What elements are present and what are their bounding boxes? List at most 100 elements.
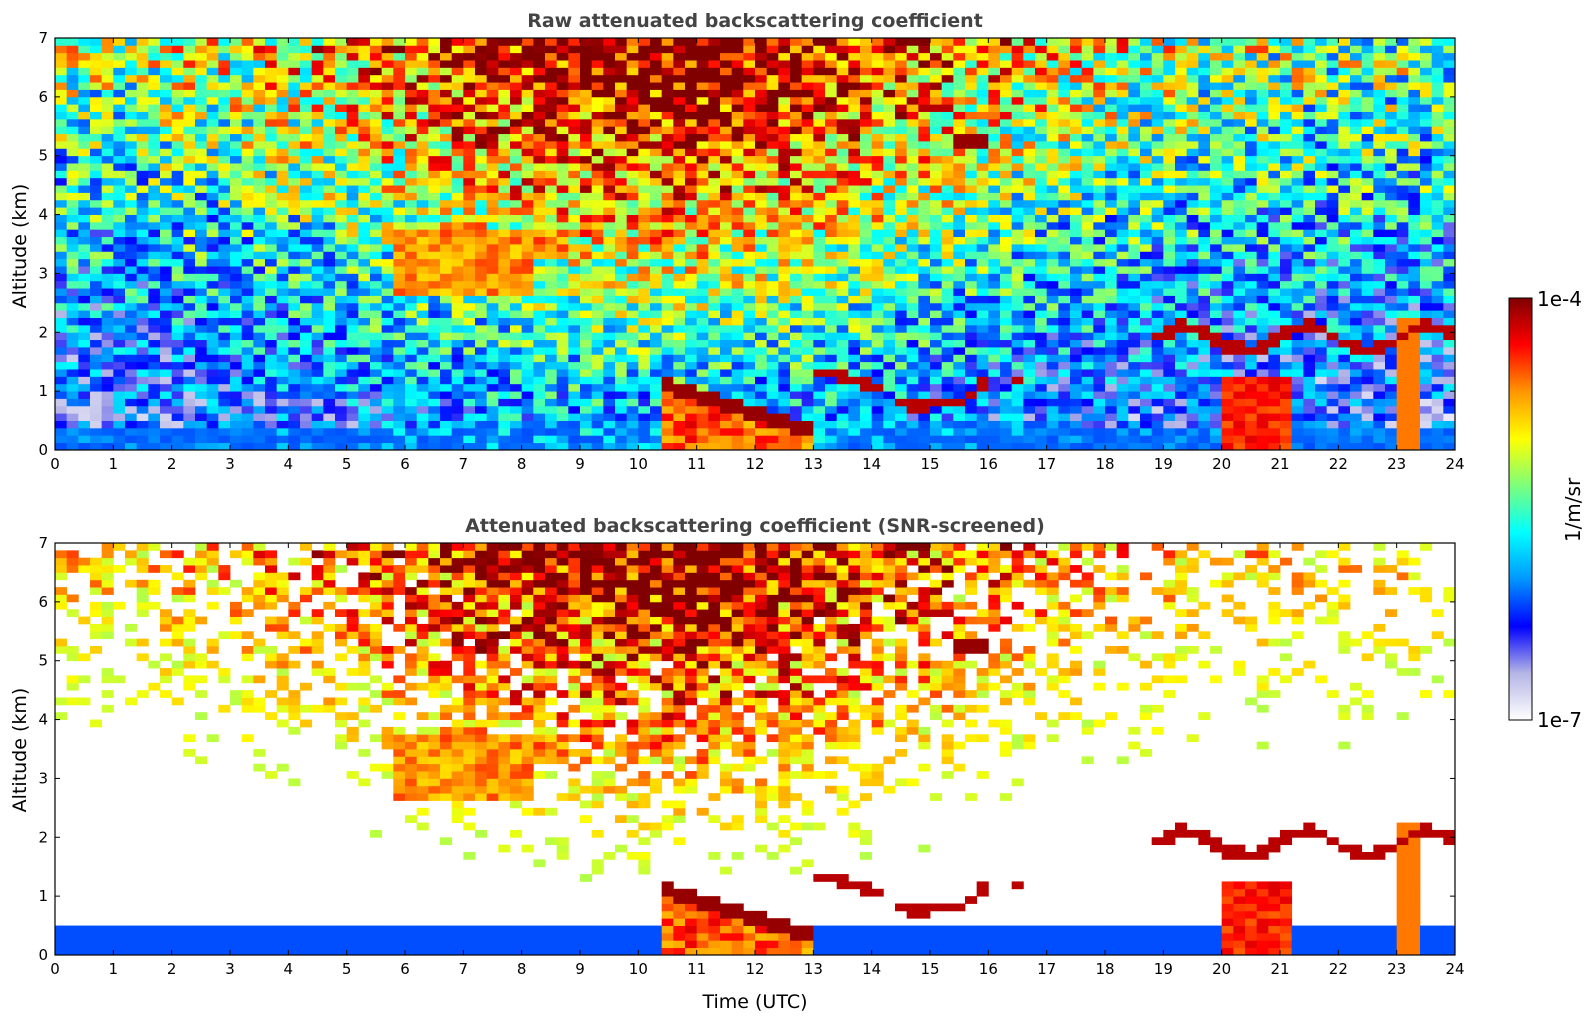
heatmap-cell [358,354,371,363]
heatmap-cell [696,310,709,318]
heatmap-cell [871,207,884,215]
heatmap-cell [288,155,301,164]
heatmap-cell [801,310,814,318]
heatmap-cell [125,280,138,289]
heatmap-cell [370,163,383,171]
heatmap-cell [731,244,744,252]
heatmap-cell [661,369,674,377]
heatmap-cell [428,221,441,230]
heatmap-cell [498,74,511,83]
heatmap-cell [218,199,231,208]
heatmap-cell [743,427,756,436]
heatmap-cell [918,435,931,444]
heatmap-cell [55,339,68,348]
heatmap-cell [801,427,814,436]
heatmap-cell [556,192,569,201]
heatmap-cell [1000,324,1013,333]
heatmap-cell [965,324,978,333]
heatmap-cell [1000,236,1013,245]
heatmap-cell [906,89,919,98]
heatmap-cell [941,324,954,333]
heatmap-cell [545,427,558,436]
heatmap-cell [510,295,523,304]
heatmap-cell [440,442,453,451]
heatmap-cell [498,376,511,385]
heatmap-cell [148,266,161,274]
heatmap-cell [568,163,581,171]
heatmap-cell [370,45,383,54]
heatmap-cell [253,214,266,223]
heatmap-cell [556,376,569,385]
heatmap-cell [160,111,173,120]
heatmap-cell [533,118,546,127]
heatmap-cell [381,67,394,76]
heatmap-cell [755,177,768,186]
heatmap-cell [801,244,814,252]
heatmap-cell [1011,266,1024,274]
heatmap-cell [1023,177,1036,186]
heatmap-cell [300,295,313,304]
heatmap-cell [848,155,861,164]
heatmap-cell [766,273,779,282]
heatmap-cell [825,413,838,421]
heatmap-cell [1070,383,1083,392]
heatmap-cell [510,354,523,363]
heatmap-cell [766,435,779,444]
heatmap-cell [463,361,476,370]
heatmap-cell [451,170,464,179]
heatmap-cell [393,258,406,267]
heatmap-cell [988,82,1001,90]
heatmap-cell [183,74,196,83]
heatmap-cell [241,177,254,186]
heatmap-cell [580,266,593,274]
heatmap-cell [440,317,453,326]
heatmap-cell [965,229,978,238]
heatmap-cell [941,133,954,142]
heatmap-cell [708,74,721,83]
heatmap-cell [521,369,534,377]
heatmap-cell [55,280,68,289]
heatmap-cell [510,427,523,436]
heatmap-cell [685,347,698,355]
heatmap-cell [253,148,266,157]
heatmap-cell [405,74,418,83]
heatmap-cell [906,170,919,179]
heatmap-cell [486,302,499,311]
heatmap-cell [311,310,324,318]
heatmap-cell [171,310,184,318]
heatmap-cell [848,266,861,274]
heatmap-cell [941,361,954,370]
heatmap-cell [1058,236,1071,245]
heatmap-cell [101,199,114,208]
heatmap-cell [440,155,453,164]
heatmap-cell [895,354,908,363]
heatmap-cell [195,60,208,68]
heatmap-cell [346,74,359,83]
heatmap-cell [895,67,908,76]
heatmap-cell [871,361,884,370]
heatmap-cell [766,442,779,451]
heatmap-cell [813,192,826,201]
heatmap-cell [451,60,464,68]
heatmap-cell [1035,148,1048,157]
heatmap-cell [650,96,663,105]
heatmap-cell [510,420,523,429]
heatmap-cell [265,82,278,90]
heatmap-cell [195,332,208,341]
heatmap-cell [171,383,184,392]
heatmap-cell [101,317,114,326]
heatmap-cell [428,199,441,208]
heatmap-cell [55,427,68,436]
heatmap-cell [230,185,243,193]
heatmap-cell [206,177,219,186]
heatmap-cell [276,199,289,208]
heatmap-cell [731,185,744,193]
heatmap-cell [171,354,184,363]
heatmap-cell [848,177,861,186]
heatmap-cell [941,280,954,289]
heatmap-cell [1035,339,1048,348]
heatmap-cell [148,177,161,186]
heatmap-cell [1058,369,1071,377]
heatmap-cell [661,141,674,149]
heatmap-cell [183,339,196,348]
